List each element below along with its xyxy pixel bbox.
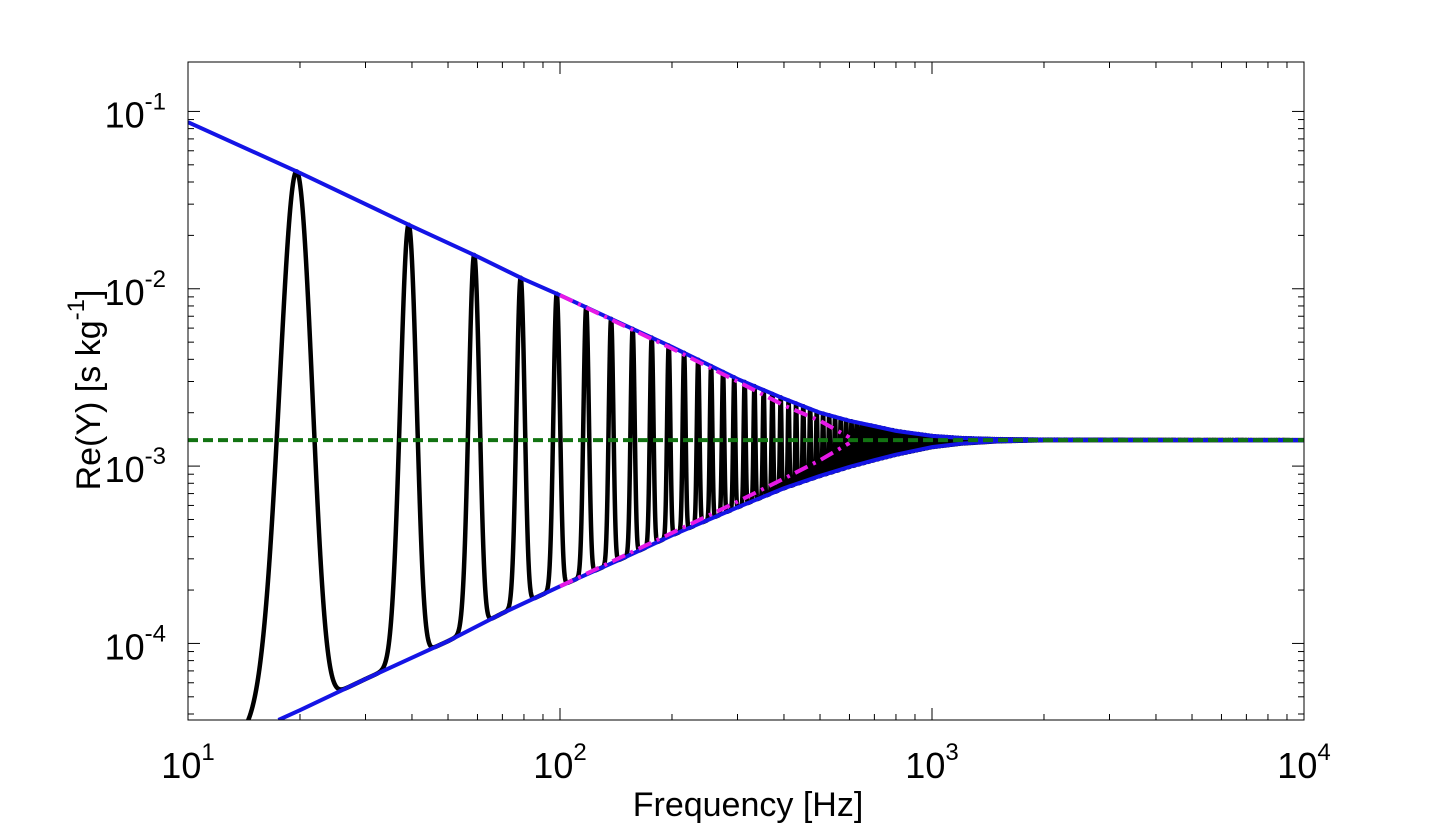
upper-envelope-line	[188, 120, 1304, 443]
y-tick-label-base: 10	[105, 94, 145, 135]
x-tick-label: 104	[1277, 739, 1330, 786]
y-tick-label: 10-1	[105, 88, 166, 135]
x-tick-label-base: 10	[533, 745, 573, 786]
lower-asymptote-line	[559, 441, 851, 589]
x-tick-label-exponent: 1	[201, 739, 214, 766]
x-tick-label-exponent: 4	[1317, 739, 1330, 766]
y-tick-label-base: 10	[105, 449, 145, 490]
y-tick-label: 10-4	[105, 620, 166, 667]
x-tick-label: 102	[533, 739, 586, 786]
y-axis-label: Re(Y) [s kg-1]	[63, 290, 108, 491]
x-tick-label-base: 10	[1277, 745, 1317, 786]
x-tick-label-base: 10	[161, 745, 201, 786]
y-axis-label-superscript: -1	[63, 299, 90, 320]
tick-layer	[187, 62, 1304, 720]
x-tick-label: 103	[905, 739, 958, 786]
y-tick-label-exponent: -3	[145, 443, 166, 470]
y-tick-label-exponent: -1	[145, 88, 166, 115]
x-tick-label: 101	[161, 739, 214, 786]
resonance-curve	[245, 169, 1304, 720]
y-axis-label-close: ]	[70, 290, 108, 299]
upper-asymptote-line	[559, 293, 851, 440]
plot-frame	[187, 61, 1305, 721]
y-tick-label-base: 10	[105, 626, 145, 667]
x-tick-label-exponent: 2	[573, 739, 586, 766]
y-axis-label-main: Re(Y) [s kg	[70, 320, 108, 490]
x-tick-label-base: 10	[905, 745, 945, 786]
y-tick-label-exponent: -4	[145, 620, 166, 647]
y-tick-label-exponent: -2	[145, 266, 166, 293]
y-tick-label: 10-3	[105, 443, 166, 490]
x-axis-label: Frequency [Hz]	[633, 786, 864, 824]
y-tick-label-base: 10	[105, 272, 145, 313]
series-layer	[188, 120, 1304, 720]
x-tick-label-exponent: 3	[945, 739, 958, 766]
lower-envelope-line	[277, 438, 1304, 720]
y-tick-label: 10-2	[105, 266, 166, 313]
